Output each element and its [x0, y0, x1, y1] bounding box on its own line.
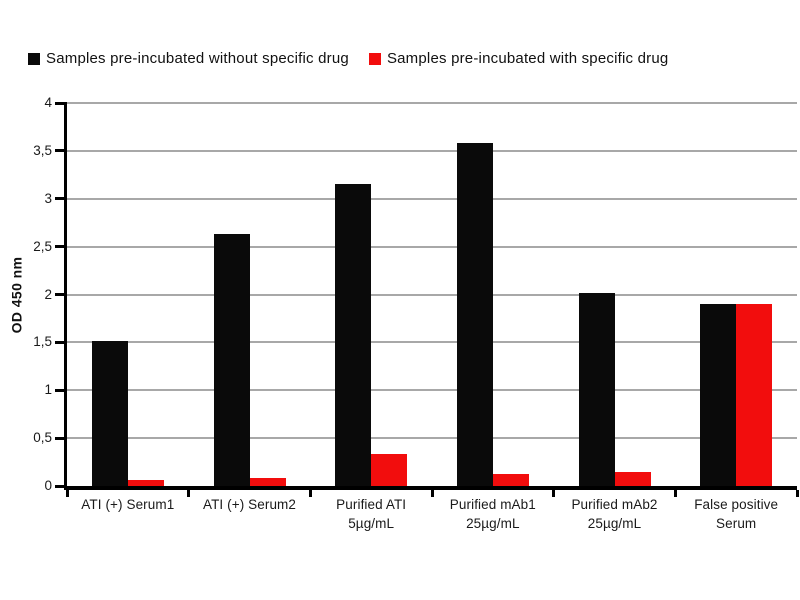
category-label: False positive Serum — [666, 495, 800, 533]
x-axis-tick — [65, 490, 69, 497]
category-label-line: ATI (+) Serum2 — [202, 497, 297, 512]
gridline — [67, 197, 797, 200]
category-label-line: Purified mAb2 — [571, 497, 658, 512]
y-tick-label: 0,5 — [33, 430, 52, 446]
y-axis-tick — [55, 388, 67, 392]
y-tick-label: 3,5 — [33, 142, 52, 158]
y-tick-label: 2 — [44, 286, 52, 302]
y-axis-tick — [55, 484, 67, 488]
category-label: Purified mAb2 25µg/mL — [545, 495, 685, 533]
legend-red-swatch-icon — [368, 52, 381, 65]
category-label: Purified mAb1 25µg/mL — [423, 495, 563, 533]
y-axis-tick — [55, 293, 67, 296]
y-tick-label: 1 — [44, 382, 52, 398]
category-label-line: Purified ATI — [336, 497, 407, 512]
y-tick-label: 2,5 — [33, 238, 52, 254]
bar-with-drug-5 — [614, 471, 651, 486]
y-axis-tick — [55, 436, 67, 440]
category-label-line: 5µg/mL — [348, 516, 395, 531]
y-axis-tick — [55, 197, 67, 201]
y-axis-tick — [55, 245, 67, 249]
gridline — [67, 341, 797, 344]
bar-without-drug-3 — [335, 184, 372, 486]
bar-without-drug-5 — [578, 292, 615, 486]
bar-with-drug-6 — [736, 304, 773, 486]
category-label-line: 25µg/mL — [587, 516, 642, 531]
gridline — [67, 293, 797, 296]
gridline — [67, 389, 797, 392]
bar-without-drug-2 — [213, 234, 250, 486]
plot-area — [55, 101, 799, 497]
legend-item-with-drug: Samples pre-incubated with specific drug — [368, 50, 669, 67]
category-label-line: Purified mAb1 — [449, 497, 536, 512]
category-label: ATI (+) Serum2 — [180, 495, 320, 514]
legend-item-without-drug: Samples pre-incubated without specific d… — [28, 50, 349, 67]
category-label-line: Serum — [716, 516, 757, 531]
y-tick-label: 1,5 — [33, 334, 52, 350]
y-tick-label: 3 — [44, 190, 52, 206]
legend-label: Samples pre-incubated without specific d… — [46, 50, 349, 67]
bar-with-drug-2 — [249, 478, 286, 486]
bar-without-drug-4 — [456, 143, 493, 486]
bar-with-drug-4 — [492, 473, 529, 486]
gridline — [67, 245, 797, 248]
x-axis-tick — [673, 490, 677, 497]
y-axis-tick — [55, 149, 67, 153]
category-label: Purified ATI 5µg/mL — [301, 495, 441, 533]
category-label-line: 25µg/mL — [466, 516, 520, 531]
y-tick-label: 4 — [44, 95, 52, 110]
y-tick-label: 0 — [44, 478, 52, 493]
bar-with-drug-3 — [371, 454, 408, 486]
bar-without-drug-1 — [91, 341, 128, 486]
gridline — [67, 149, 797, 152]
y-axis-tick — [55, 101, 67, 105]
chart-legend: Samples pre-incubated without specific d… — [28, 50, 668, 67]
category-label: ATI (+) Serum1 — [58, 495, 198, 514]
bar-with-drug-1 — [127, 480, 164, 486]
category-label-line: False positive — [694, 497, 779, 512]
x-axis-tick — [552, 490, 556, 497]
category-label-line: ATI (+) Serum1 — [81, 497, 175, 512]
legend-black-swatch-icon — [28, 52, 40, 65]
x-axis-tick — [795, 490, 799, 497]
gridline — [67, 102, 797, 104]
bar-without-drug-6 — [700, 304, 737, 486]
gridline — [67, 437, 797, 440]
y-axis-tick — [55, 340, 67, 344]
x-axis-tick — [430, 490, 434, 497]
x-axis-tick — [308, 490, 312, 497]
legend-label: Samples pre-incubated with specific drug — [386, 50, 669, 67]
x-axis-tick — [187, 490, 191, 497]
